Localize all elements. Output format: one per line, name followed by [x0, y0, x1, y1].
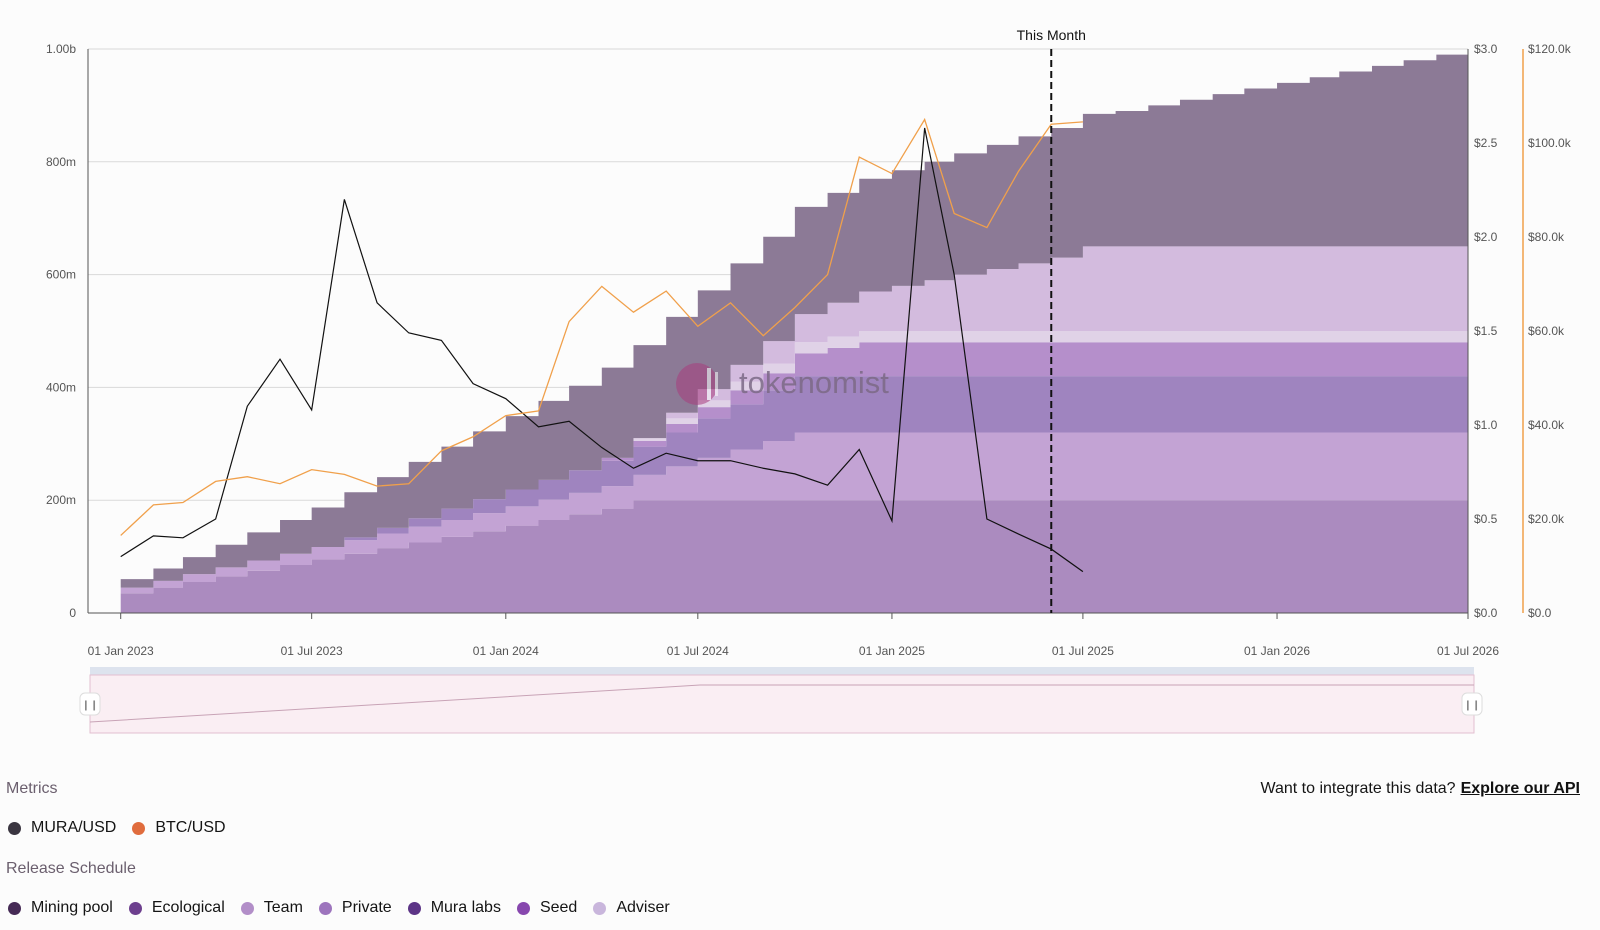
axes: 0 200m 400m 600m 800m 1.00b $0.0 $0.5 $1.0 $1.5 $2…: [46, 42, 1572, 658]
x-tick-label: 01 Jan 2024: [473, 644, 539, 658]
release-legend: Mining pool Ecological Team Private Mura lab…: [8, 899, 686, 917]
watermark-logo: [676, 363, 718, 405]
legend-dot: [8, 901, 21, 915]
y-btc-tick: $120.0k: [1528, 42, 1572, 56]
release-area-private: [120, 342, 1468, 588]
metric-btc-usd[interactable]: BTC/USD: [132, 819, 226, 837]
mura-usd-line: [120, 127, 1084, 573]
release-mura-labs[interactable]: Mura labs: [407, 899, 501, 917]
release-title: Release Schedule: [6, 860, 136, 877]
legend-label: BTC/USD: [155, 819, 226, 836]
y-left-tick: 800m: [46, 155, 76, 169]
legend-label: Private: [341, 899, 392, 916]
release-area-mining-pool: [120, 49, 1468, 588]
release-ecological[interactable]: Ecological: [128, 899, 225, 917]
navigator-scrollbar: [90, 667, 1474, 675]
y-price-tick: $2.5: [1474, 136, 1498, 150]
y-price-tick: $1.0: [1474, 418, 1498, 432]
x-tick-label: 01 Jul 2026: [1437, 644, 1499, 658]
y-price-tick: $3.0: [1474, 42, 1498, 56]
y-left-tick: 400m: [46, 380, 76, 394]
x-tick-label: 01 Jul 2025: [1052, 644, 1114, 658]
legend-label: Seed: [539, 899, 578, 916]
navigator-window: [89, 674, 1475, 734]
release-area-seed: [120, 376, 1468, 588]
y-price-tick: $0.5: [1474, 512, 1498, 526]
legend-dot: [8, 821, 21, 835]
legend-dot: [593, 901, 607, 915]
x-tick-label: 01 Jan 2023: [88, 644, 154, 658]
btc-usd-line: [120, 117, 1083, 536]
y-btc-tick: $20.0k: [1528, 512, 1565, 526]
y-price-tick: $0.0: [1474, 606, 1498, 620]
y-price-tick: $1.5: [1474, 324, 1498, 338]
metric-mura-usd[interactable]: MURA/USD: [8, 819, 116, 837]
range-navigator[interactable]: ❙❙ ❙❙: [79, 667, 1483, 734]
price-lines: [120, 117, 1084, 573]
release-area-adviser: [120, 500, 1468, 613]
release-private[interactable]: Private: [318, 899, 392, 917]
api-cta: Want to integrate this data? Explore our …: [1260, 780, 1580, 798]
legend-label: Mura labs: [430, 899, 501, 916]
x-tick-label: 01 Jul 2023: [281, 644, 343, 658]
navigator-line: [89, 684, 1474, 723]
metrics-legend: MURA/USD BTC/USD: [8, 819, 242, 837]
release-seed[interactable]: Seed: [516, 899, 578, 917]
y-price-tick: $2.0: [1474, 230, 1498, 244]
legend-dot: [516, 901, 530, 915]
watermark-text: tokenomist: [739, 365, 889, 400]
api-prompt: Want to integrate this data?: [1260, 780, 1456, 797]
legend-label: Mining pool: [31, 899, 113, 916]
metrics-title: Metrics: [6, 780, 58, 797]
y-left-tick: 0: [69, 606, 76, 620]
legend-label: Adviser: [616, 899, 670, 916]
x-tick-label: 01 Jan 2025: [859, 644, 925, 658]
legend-label: Ecological: [151, 899, 225, 916]
this-month-label: This Month: [1017, 27, 1086, 43]
navigator-handle[interactable]: [79, 692, 101, 716]
chart: tokenomist 0 200m 400m 600m 800m 1.00b $0.0 $0.…: [46, 27, 1572, 734]
y-btc-tick: $100.0k: [1528, 136, 1572, 150]
x-tick-label: 01 Jul 2024: [667, 644, 729, 658]
release-areas: [120, 49, 1468, 613]
y-left-tick: 200m: [46, 493, 76, 507]
navigator-grip: ❙❙: [82, 700, 99, 711]
legend-dot: [407, 901, 421, 915]
y-btc-tick: $60.0k: [1528, 324, 1565, 338]
navigator-grip: ❙❙: [1464, 700, 1481, 711]
y-btc-tick: $40.0k: [1528, 418, 1565, 432]
explore-api-link[interactable]: Explore our API: [1460, 780, 1580, 797]
x-tick-label: 01 Jan 2026: [1244, 644, 1310, 658]
this-month-marker: This Month: [1017, 27, 1086, 613]
release-area-team: [120, 432, 1468, 594]
legend-label: MURA/USD: [31, 819, 117, 836]
release-area-team: [120, 246, 1468, 588]
y-left-tick: 1.00b: [46, 42, 76, 56]
legend-dot: [240, 901, 254, 915]
release-team[interactable]: Team: [240, 899, 303, 917]
legend-dot: [318, 901, 332, 915]
navigator-handle[interactable]: [1461, 692, 1483, 716]
legend-label: Team: [263, 899, 303, 916]
y-btc-tick: $0.0: [1528, 606, 1552, 620]
legend-dot: [128, 901, 142, 915]
y-btc-tick: $80.0k: [1528, 230, 1565, 244]
release-mining-pool[interactable]: Mining pool: [8, 899, 113, 917]
release-adviser[interactable]: Adviser: [593, 899, 670, 917]
y-left-tick: 600m: [46, 268, 76, 282]
legend-dot: [132, 821, 146, 835]
